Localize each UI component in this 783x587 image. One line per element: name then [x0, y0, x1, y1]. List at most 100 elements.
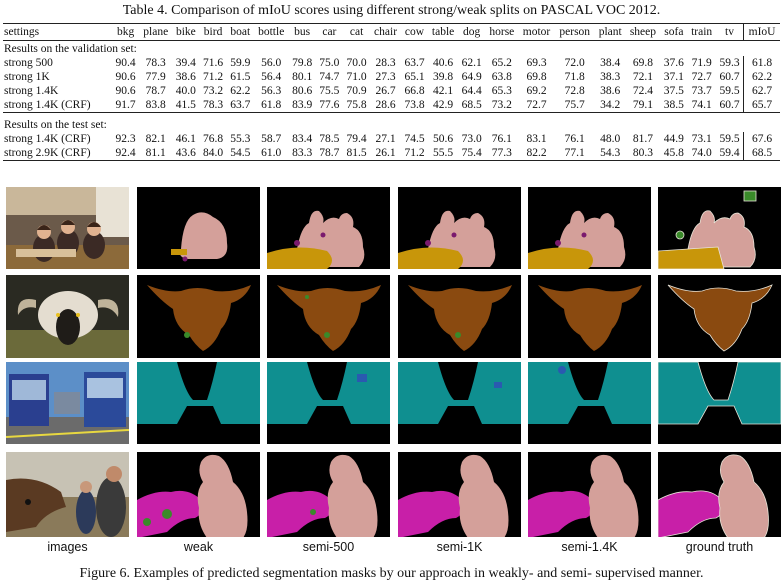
ground-truth-mask: [658, 452, 781, 537]
table-cell: 63.8: [491, 71, 512, 83]
table-cell: 59.3: [719, 57, 740, 69]
column-header: bird: [199, 23, 227, 41]
predicted-mask: [137, 187, 260, 269]
column-header: bike: [172, 23, 200, 41]
table-cell: 54.5: [226, 146, 254, 161]
table-cell: 69.2: [526, 85, 547, 97]
table-cell: 73.2: [203, 85, 224, 97]
predicted-mask: [398, 187, 521, 269]
table-cell: 83.1: [526, 133, 547, 145]
table-cell: 78.7: [145, 85, 166, 97]
table-cell: 42.1: [433, 85, 454, 97]
table-cell: 75.5: [319, 85, 340, 97]
table-cell: 83.3: [288, 146, 316, 161]
table-row: strong 1K 90.6 77.9 38.6 71.2 61.5 56.4 80.1 74.…: [3, 70, 780, 84]
table-cell: 37.5: [663, 85, 684, 97]
table-row: strong 1.4K (CRF) 91.7 83.8 41.5 78.3 63.7 61.…: [3, 98, 780, 113]
column-header: bottle: [253, 23, 289, 41]
table-cell: 60.7: [719, 99, 740, 111]
table-cell: 80.3: [625, 146, 661, 161]
table-cell: 60.7: [719, 71, 740, 83]
table-cell: 71.0: [346, 71, 367, 83]
table-cell: 65.1: [404, 71, 425, 83]
table-cell: 69.8: [632, 57, 653, 69]
table-cell: 56.0: [261, 57, 282, 69]
input-image: [6, 362, 129, 444]
table-cell: 44.9: [663, 133, 684, 145]
table-cell: 34.2: [600, 99, 621, 111]
input-image: [6, 187, 129, 269]
table-row: strong 1.4K 90.6 78.7 40.0 73.2 62.2 56.3 80.6 7…: [3, 84, 780, 98]
table-cell: 74.5: [404, 133, 425, 145]
table-cell: 68.5: [461, 99, 482, 111]
table-cell: 78.3: [145, 57, 166, 69]
column-header: car: [315, 23, 343, 41]
table-cell: 65.7: [743, 98, 780, 113]
table-cell: 72.1: [632, 71, 653, 83]
table-cell: 73.1: [691, 133, 712, 145]
table-cell: 78.7: [315, 146, 343, 161]
table-cell: 58.7: [261, 133, 282, 145]
table-cell: 92.3: [115, 133, 136, 145]
predicted-mask: [528, 452, 651, 537]
table-cell: 55.3: [230, 133, 251, 145]
table-cell: 38.3: [600, 71, 621, 83]
table-cell: 76.8: [203, 133, 224, 145]
table-cell: 77.9: [145, 71, 166, 83]
table-cell: 38.6: [175, 71, 196, 83]
table-cell: 77.1: [554, 146, 595, 161]
table-cell: 63.7: [404, 57, 425, 69]
input-image: [6, 275, 129, 358]
table-cell: 37.6: [663, 57, 684, 69]
table-cell: 42.9: [433, 99, 454, 111]
table-cell: 80.1: [292, 71, 313, 83]
column-header: settings: [3, 23, 112, 41]
table-cell: 38.6: [600, 85, 621, 97]
column-header: bus: [288, 23, 316, 41]
table-cell: 48.0: [600, 133, 621, 145]
table-cell: 92.4: [111, 146, 140, 161]
column-header: horse: [485, 23, 519, 41]
table-cell: 27.1: [375, 133, 396, 145]
table-cell: 26.1: [370, 146, 401, 161]
table-cell: 75.7: [564, 99, 585, 111]
column-header: sheep: [625, 23, 661, 41]
table-cell: 71.8: [564, 71, 585, 83]
figure-caption: Figure 6. Examples of predicted segmenta…: [79, 566, 704, 581]
table-cell: 72.7: [691, 71, 712, 83]
table-cell: 28.6: [375, 99, 396, 111]
column-header: tv: [715, 23, 744, 41]
table-cell: 55.5: [428, 146, 459, 161]
ground-truth-mask: [658, 362, 781, 444]
predicted-mask: [267, 187, 390, 269]
table-cell: 69.8: [526, 71, 547, 83]
column-label: ground truth: [685, 540, 754, 554]
table-cell: 74.7: [319, 71, 340, 83]
predicted-mask: [137, 452, 260, 537]
section-title: Results on the validation set:: [4, 43, 137, 55]
table-cell: 61.5: [230, 71, 251, 83]
predicted-mask: [137, 275, 260, 358]
table-cell: 68.5: [743, 146, 780, 161]
table-cell: 72.4: [632, 85, 653, 97]
table-cell: 83.8: [145, 99, 166, 111]
table-cell: 71.6: [203, 57, 224, 69]
predicted-mask: [267, 275, 390, 358]
predicted-mask: [398, 452, 521, 537]
table-cell: 78.5: [319, 133, 340, 145]
table-cell: 41.5: [175, 99, 196, 111]
table-cell: 72.0: [564, 57, 585, 69]
table-cell: 72.7: [526, 99, 547, 111]
section-title: Results on the test set:: [4, 119, 107, 131]
table-cell: 56.3: [261, 85, 282, 97]
table-cell: 59.4: [715, 146, 744, 161]
predicted-mask: [528, 362, 651, 444]
column-header: motor: [518, 23, 555, 41]
table-cell: 71.9: [691, 57, 712, 69]
table-cell: 81.5: [342, 146, 371, 161]
table-cell: 38.5: [663, 99, 684, 111]
predicted-mask: [398, 275, 521, 358]
table-cell: 62.2: [230, 85, 251, 97]
column-header: cat: [342, 23, 371, 41]
table-cell: 62.7: [743, 84, 780, 98]
